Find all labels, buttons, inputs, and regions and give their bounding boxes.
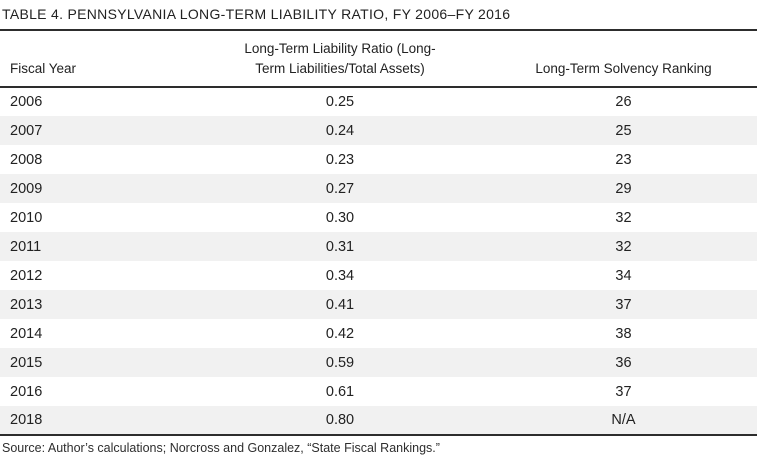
cell-ranking: 29: [615, 180, 632, 197]
table-row: 2011 0.31 32: [0, 232, 757, 262]
cell-year: 2006: [10, 94, 43, 111]
cell-ranking: N/A: [510, 406, 757, 437]
cell-year: 2018: [0, 406, 170, 437]
table-row: 2012 0.34 34: [0, 261, 757, 290]
cell-ratio: 0.27: [325, 180, 355, 197]
cell-ranking: 37: [615, 383, 632, 400]
cell-ratio: 0.25: [325, 94, 355, 111]
cell-ranking: 26: [615, 94, 632, 111]
cell-ratio: 0.31: [325, 238, 355, 255]
table-row: 2010 0.30 32: [0, 203, 757, 232]
table-row: 2008 0.23 23: [0, 145, 757, 174]
column-header-liability-ratio: Long-Term Liability Ratio (Long- Term Li…: [170, 31, 510, 89]
table-row: 2018 0.80 N/A: [0, 406, 757, 437]
cell-year: 2013: [10, 296, 43, 313]
cell-ratio: 0.80: [170, 406, 510, 437]
table-row: 2007 0.24 25: [0, 116, 757, 146]
header-row: Fiscal Year Long-Term Liability Ratio (L…: [0, 31, 757, 89]
table-row: 2014 0.42 38: [0, 319, 757, 348]
cell-year: 2016: [10, 383, 43, 400]
cell-ratio: 0.34: [325, 267, 355, 284]
table-row: 2013 0.41 37: [0, 290, 757, 320]
cell-ranking: 38: [615, 325, 632, 342]
cell-ranking: 25: [615, 122, 632, 139]
cell-ratio: 0.59: [325, 354, 355, 371]
cell-year: 2010: [10, 209, 43, 226]
table-row: 2009 0.27 29: [0, 174, 757, 204]
cell-ranking: 32: [615, 209, 632, 226]
cell-ranking: 32: [615, 238, 632, 255]
cell-ratio: 0.42: [325, 325, 355, 342]
cell-ratio: 0.30: [325, 209, 355, 226]
cell-ratio: 0.41: [325, 296, 355, 313]
source-note: Source: Author’s calculations; Norcross …: [2, 441, 440, 456]
cell-ratio: 0.23: [325, 151, 355, 168]
cell-year: 2008: [10, 151, 43, 168]
liability-table: Fiscal Year Long-Term Liability Ratio (L…: [0, 31, 757, 437]
cell-year: 2009: [10, 180, 43, 197]
cell-year: 2015: [10, 354, 43, 371]
column-header-fiscal-year: Fiscal Year: [0, 31, 170, 89]
column-header-solvency-ranking: Long-Term Solvency Ranking: [510, 31, 757, 89]
cell-ranking: 37: [615, 296, 632, 313]
cell-year: 2012: [10, 267, 43, 284]
cell-ratio: 0.61: [325, 383, 355, 400]
cell-year: 2011: [10, 238, 42, 255]
table-row: 2015 0.59 36: [0, 348, 757, 378]
cell-ranking: 34: [615, 267, 632, 284]
table-header: Fiscal Year Long-Term Liability Ratio (L…: [0, 31, 757, 89]
cell-ranking: 36: [615, 354, 632, 371]
cell-year: 2014: [10, 325, 43, 342]
cell-ranking: 23: [615, 151, 632, 168]
table-title: TABLE 4. PENNSYLVANIA LONG-TERM LIABILIT…: [0, 0, 757, 31]
table-body: 2006 0.25 26 2007 0.24 25 2008 0.23 23 2009 0.27 29…: [0, 87, 757, 437]
cell-ratio: 0.24: [325, 122, 355, 139]
table-row: 2006 0.25 26: [0, 87, 757, 116]
table-row: 2016 0.61 37: [0, 377, 757, 406]
cell-year: 2007: [10, 122, 43, 139]
